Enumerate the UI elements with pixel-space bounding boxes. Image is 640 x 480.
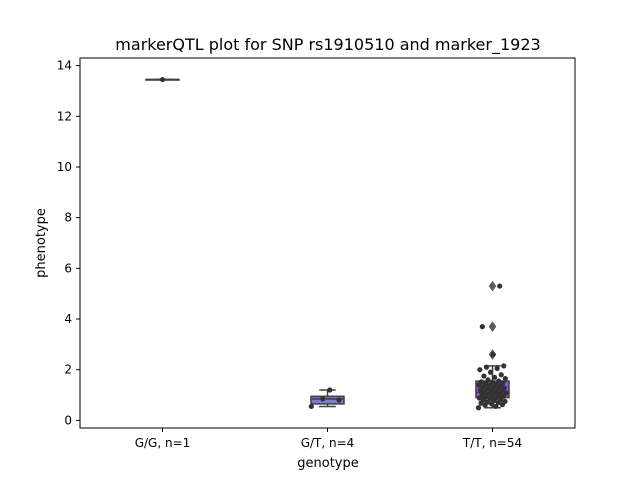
box-group — [145, 76, 180, 83]
y-axis-label: phenotype — [34, 208, 49, 278]
data-point — [481, 373, 487, 379]
y-tick-label: 8 — [64, 211, 72, 225]
data-point — [493, 403, 499, 410]
y-axis: 0 2 4 6 8 10 12 14 — [57, 59, 80, 427]
data-point — [487, 369, 494, 375]
x-axis-label: genotype — [297, 456, 358, 471]
data-point — [475, 405, 482, 411]
data-point — [494, 365, 500, 372]
data-point — [482, 381, 489, 387]
data-point — [336, 397, 342, 403]
chart-title: markerQTL plot for SNP rs1910510 and mar… — [115, 35, 540, 55]
data-point — [498, 372, 504, 378]
x-tick-label: T/T, n=54 — [462, 436, 522, 450]
data-point — [492, 374, 498, 380]
x-axis: G/G, n=1 G/T, n=4 T/T, n=54 — [135, 428, 522, 450]
y-tick-label: 14 — [57, 59, 72, 73]
x-tick-label: G/G, n=1 — [135, 436, 191, 450]
data-point — [477, 367, 483, 373]
y-tick-label: 6 — [64, 261, 72, 275]
data-point — [500, 380, 506, 386]
y-tick-label: 12 — [57, 109, 72, 123]
y-tick-label: 2 — [64, 363, 72, 377]
data-point — [489, 379, 495, 385]
data-point — [501, 363, 507, 369]
x-tick-label: G/T, n=4 — [301, 436, 355, 450]
box-group — [475, 280, 510, 411]
data-point — [496, 378, 502, 384]
data-point — [490, 351, 496, 358]
data-point — [479, 324, 485, 330]
box-group — [308, 387, 345, 410]
data-point — [501, 385, 507, 391]
data-point — [485, 377, 491, 383]
box-iqr — [310, 395, 345, 405]
data-point — [483, 364, 490, 370]
data-point — [503, 390, 509, 396]
y-tick-label: 10 — [57, 160, 72, 174]
data-point — [478, 379, 484, 385]
data-point — [159, 76, 166, 83]
data-point — [327, 387, 333, 393]
data-point — [320, 396, 326, 402]
y-tick-label: 0 — [64, 413, 72, 427]
data-point — [502, 398, 508, 404]
data-point — [497, 283, 503, 289]
plot-area — [145, 76, 510, 411]
y-tick-label: 4 — [64, 312, 72, 326]
data-point — [502, 375, 508, 382]
outlier-marker — [488, 321, 497, 333]
outlier-marker — [488, 280, 497, 292]
data-point — [308, 403, 314, 410]
